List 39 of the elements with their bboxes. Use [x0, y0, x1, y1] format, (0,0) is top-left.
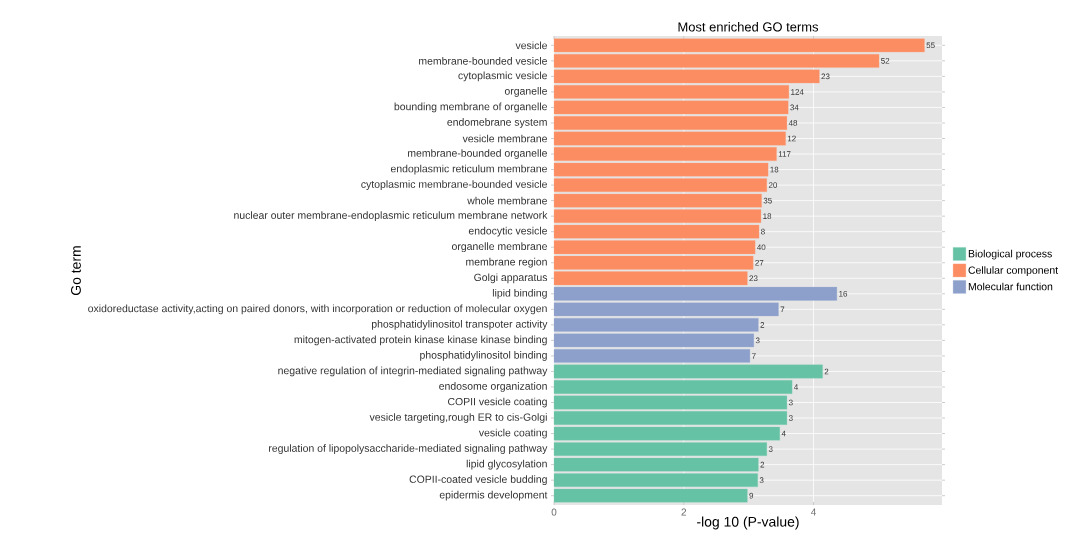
y-tick-label: COPII vesicle coating: [448, 397, 547, 408]
y-tick-label: lipid binding: [492, 288, 547, 299]
y-tick-label: endocytic vesicle: [468, 226, 547, 237]
y-tick-label: whole membrane: [467, 196, 547, 205]
y-tick-label: Golgi apparatus: [474, 273, 548, 284]
y-tick-label: regulation of lipopolysaccharide-mediated signaling pathway: [269, 444, 548, 454]
x-tick-label: 4: [811, 508, 817, 516]
y-tick-label: cytoplasmic vesicle: [458, 71, 547, 82]
x-tick-label: 2: [681, 508, 687, 516]
y-tick-label: endomebrane system: [447, 118, 547, 128]
legend-label: Biological process: [968, 249, 1052, 260]
y-tick-label: negative regulation of integrin-mediated signaling pathway: [278, 366, 548, 377]
y-tick-label: nuclear outer membrane-endoplasmic reticulum membrane network: [234, 211, 548, 222]
y-tick-label: phosphatidylinositol binding: [420, 351, 547, 361]
y-tick-label: membrane-bounded organelle: [408, 149, 547, 159]
x-axis-title: -log 10 (P-value): [697, 516, 799, 530]
y-tick-label: epidermis development: [439, 490, 548, 501]
y-tick-label: mitogen-activated protein kinase kinase kinase binding: [294, 335, 547, 346]
y-tick-label: membrane-bounded vesicle: [419, 57, 547, 65]
y-tick-label: bounding membrane of organelle: [394, 102, 547, 113]
x-tick-label: 0: [551, 508, 557, 516]
y-tick-label: oxidoreductase activity,acting on paired donors, with incorporation or reduction of molecular oxygen: [88, 304, 547, 315]
y-tick-label: organelle: [504, 87, 547, 97]
y-tick-label: endoplasmic reticulum membrane: [390, 164, 547, 175]
y-tick-label: vesicle: [515, 41, 547, 50]
y-tick-label: vesicle membrane: [462, 134, 547, 143]
y-tick-label: organelle membrane: [451, 242, 547, 253]
y-tick-label: COPII-coated vesicle budding: [409, 475, 547, 486]
y-tick-label: membrane region: [466, 257, 547, 268]
y-tick-label: endosome organization: [439, 382, 547, 392]
legend-label: Molecular function: [968, 282, 1053, 291]
y-tick-label: lipid glycosylation: [466, 459, 547, 470]
y-tick-label: cytoplasmic membrane-bounded vesicle: [361, 180, 547, 190]
chart-title: Most enriched GO terms: [678, 21, 819, 32]
y-tick-label: vesicle coating: [478, 428, 547, 439]
legend-label: Cellular component: [968, 266, 1059, 276]
y-axis-title: Go term: [71, 246, 81, 295]
y-tick-label: vesicle targeting,rough ER to cis-Golgi: [369, 413, 547, 423]
y-tick-label: phosphatidylinositol transpoter activity: [371, 319, 548, 330]
